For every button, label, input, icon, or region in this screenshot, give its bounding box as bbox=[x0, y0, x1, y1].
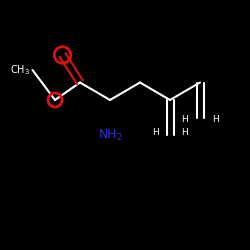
Text: H: H bbox=[152, 128, 158, 137]
Text: CH$_3$: CH$_3$ bbox=[10, 63, 30, 77]
Text: H: H bbox=[182, 116, 188, 124]
Text: H: H bbox=[182, 128, 188, 137]
Text: H: H bbox=[212, 116, 218, 124]
Text: NH$_2$: NH$_2$ bbox=[98, 128, 122, 142]
